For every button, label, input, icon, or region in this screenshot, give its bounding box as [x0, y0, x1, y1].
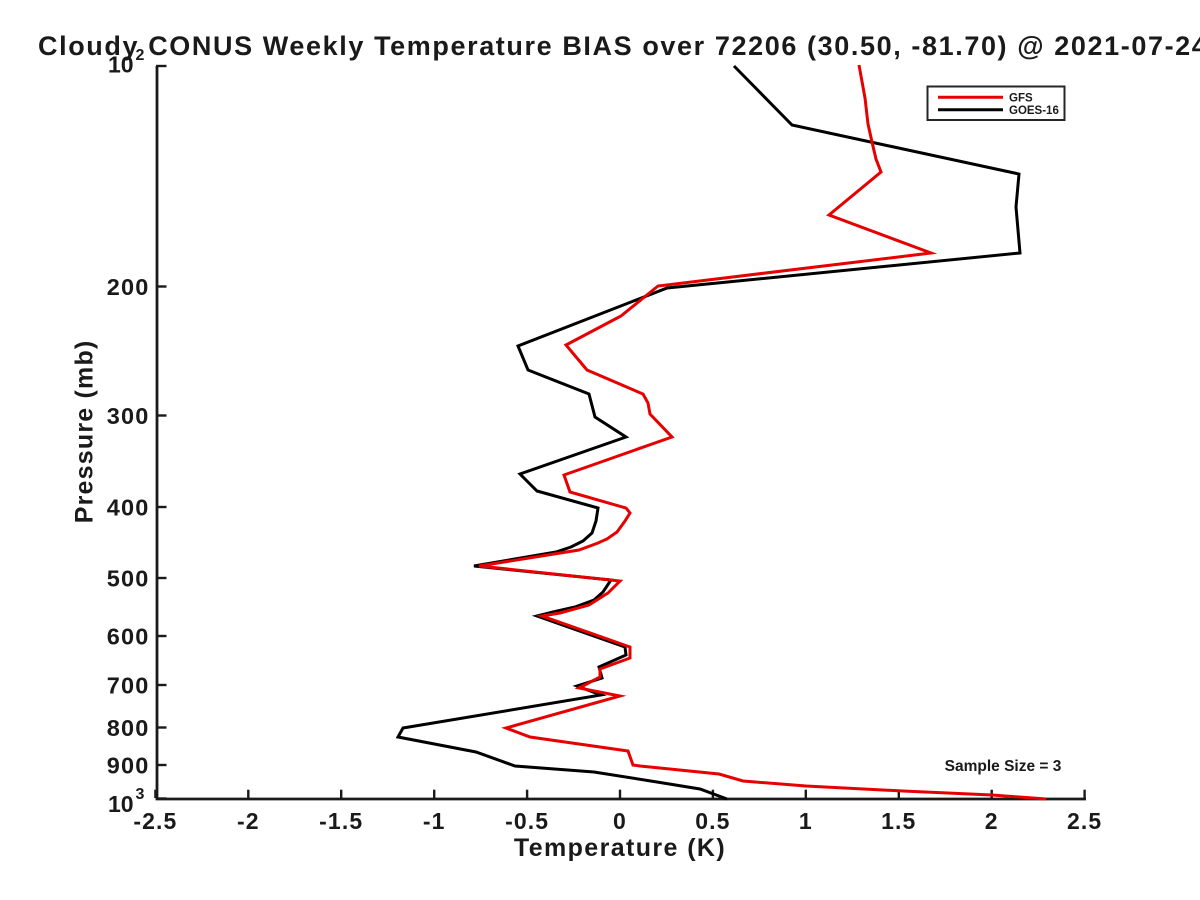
- svg-text:Sample Size = 3: Sample Size = 3: [945, 758, 1062, 775]
- svg-text:-2.5: -2.5: [133, 808, 177, 834]
- svg-text:2: 2: [985, 808, 999, 834]
- svg-text:500: 500: [107, 566, 150, 592]
- svg-text:Cloudy CONUS Weekly Temperatur: Cloudy CONUS Weekly Temperature BIAS ove…: [38, 31, 1200, 61]
- svg-text:300: 300: [107, 403, 150, 429]
- svg-text:2.5: 2.5: [1067, 808, 1102, 834]
- svg-text:3: 3: [136, 786, 145, 803]
- svg-text:-0.5: -0.5: [505, 808, 549, 834]
- svg-text:0: 0: [613, 808, 627, 834]
- svg-text:-1: -1: [423, 808, 446, 834]
- svg-text:Temperature (K): Temperature (K): [514, 834, 726, 862]
- svg-text:0.5: 0.5: [695, 808, 730, 834]
- svg-text:2: 2: [136, 47, 145, 64]
- svg-text:GOES-16: GOES-16: [1009, 105, 1059, 117]
- svg-text:1: 1: [799, 808, 813, 834]
- svg-text:1.5: 1.5: [881, 808, 916, 834]
- svg-text:400: 400: [107, 495, 150, 521]
- svg-text:GFS: GFS: [1009, 92, 1033, 104]
- svg-text:-2: -2: [237, 808, 260, 834]
- svg-text:800: 800: [107, 715, 150, 741]
- svg-text:10: 10: [108, 791, 134, 817]
- svg-text:700: 700: [107, 673, 150, 699]
- svg-text:-1.5: -1.5: [319, 808, 363, 834]
- svg-text:900: 900: [107, 753, 150, 779]
- svg-text:200: 200: [107, 274, 150, 300]
- svg-text:Pressure (mb): Pressure (mb): [71, 340, 99, 524]
- svg-text:10: 10: [108, 52, 134, 78]
- svg-text:600: 600: [107, 624, 150, 650]
